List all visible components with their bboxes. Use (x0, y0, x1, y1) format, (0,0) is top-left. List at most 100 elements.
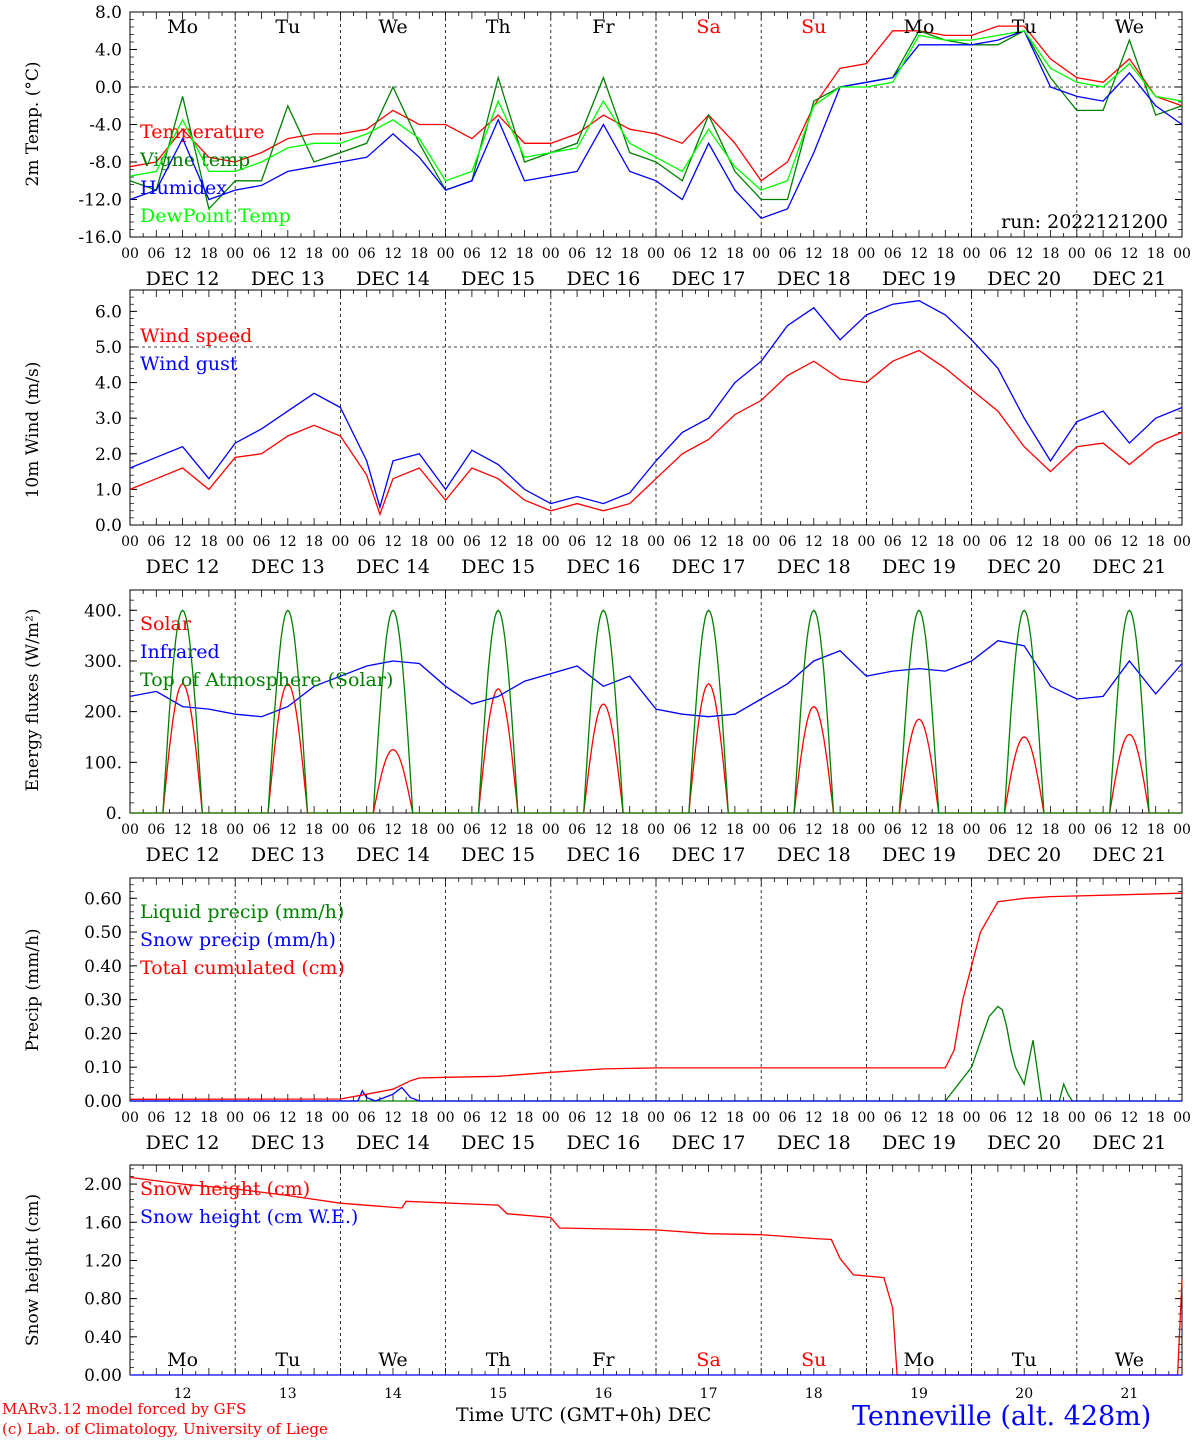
y-tick-label: -4.0 (89, 116, 122, 136)
weekday-label: We (1115, 16, 1144, 38)
y-axis-label: 2m Temp. (°C) (23, 61, 43, 186)
date-label: DEC 13 (251, 844, 325, 866)
series-line (129, 349, 1183, 517)
legend-entry: DewPoint Temp (140, 205, 291, 227)
y-tick-label: 2.0 (95, 445, 122, 465)
x-hour-label: 00 (226, 822, 244, 838)
date-label: DEC 17 (672, 556, 746, 578)
x-hour-label: 12 (594, 534, 612, 550)
x-hour-label: 00 (963, 246, 981, 262)
legend-entry: Vigne temp (139, 149, 250, 171)
model-credit: MARv3.12 model forced by GFS (2, 1400, 247, 1418)
y-tick-label: 0. (106, 804, 122, 824)
legend-entry: Wind gust (140, 353, 238, 375)
x-hour-label: 12 (594, 246, 612, 262)
legend-entry: Total cumulated (cm) (140, 957, 345, 979)
x-hour-label: 00 (963, 822, 981, 838)
x-hour-label: 12 (700, 534, 718, 550)
x-hour-label: 06 (568, 1110, 586, 1126)
x-hour-label: 18 (516, 822, 534, 838)
legend-entry: Snow precip (mm/h) (140, 929, 336, 951)
x-hour-label: 00 (121, 822, 139, 838)
x-hour-label: 12 (174, 246, 192, 262)
x-hour-label: 00 (331, 246, 349, 262)
x-hour-label: 00 (752, 246, 770, 262)
x-hour-label: 18 (410, 1110, 428, 1126)
series-line (129, 640, 1183, 718)
x-hour-label: 06 (253, 534, 271, 550)
weekday-label: We (378, 1349, 407, 1371)
x-hour-label: 00 (752, 1110, 770, 1126)
series-line (130, 1005, 1182, 1102)
date-label: DEC 18 (777, 844, 851, 866)
x-hour-label: 00 (1068, 1110, 1086, 1126)
x-hour-label: 12 (174, 534, 192, 550)
x-hour-label: 12 (279, 822, 297, 838)
x-hour-label: 18 (831, 822, 849, 838)
weekday-label: Th (486, 16, 511, 38)
x-hour-label: 00 (331, 822, 349, 838)
x-hour-label: 12 (910, 246, 928, 262)
x-hour-label: 18 (1042, 534, 1060, 550)
x-hour-label: 18 (1147, 1110, 1165, 1126)
date-label: DEC 19 (882, 1132, 956, 1154)
x-hour-label: 06 (463, 534, 481, 550)
x-hour-label: 18 (1042, 1110, 1060, 1126)
x-hour-label: 18 (936, 822, 954, 838)
x-hour-label: 06 (1094, 822, 1112, 838)
date-label: DEC 12 (146, 1132, 220, 1154)
x-hour-label: 00 (331, 534, 349, 550)
y-tick-label: -16.0 (78, 228, 122, 248)
date-label: DEC 17 (672, 844, 746, 866)
x-hour-label: 18 (621, 534, 639, 550)
y-tick-label: 300. (84, 652, 122, 672)
x-hour-label: 12 (384, 1110, 402, 1126)
y-axis-label: Snow height (cm) (23, 1194, 43, 1346)
x-hour-label: 06 (779, 822, 797, 838)
day-number: 20 (1015, 1386, 1033, 1402)
x-hour-label: 06 (253, 822, 271, 838)
date-label: DEC 12 (146, 556, 220, 578)
date-label: DEC 21 (1092, 268, 1166, 290)
y-axis-label: 10m Wind (m/s) (23, 362, 43, 499)
x-hour-label: 18 (621, 822, 639, 838)
y-tick-label: 0.10 (84, 1058, 122, 1078)
x-hour-label: 00 (963, 534, 981, 550)
date-label: DEC 18 (777, 268, 851, 290)
x-hour-label: 06 (989, 1110, 1007, 1126)
x-hour-label: 00 (1173, 246, 1191, 262)
legend-entry: Solar (140, 613, 192, 635)
x-hour-label: 00 (542, 246, 560, 262)
date-label: DEC 18 (777, 1132, 851, 1154)
y-tick-label: 0.20 (84, 1024, 122, 1044)
date-label: DEC 19 (882, 268, 956, 290)
x-hour-label: 00 (752, 822, 770, 838)
x-hour-label: 06 (884, 246, 902, 262)
day-number: 19 (910, 1386, 928, 1402)
y-tick-label: 0.00 (84, 1366, 122, 1386)
x-hour-label: 00 (437, 534, 455, 550)
x-hour-label: 06 (463, 246, 481, 262)
y-tick-label: 3.0 (95, 409, 122, 429)
x-hour-label: 18 (1042, 246, 1060, 262)
date-label: DEC 13 (251, 268, 325, 290)
weekday-label: Mo (904, 1349, 935, 1371)
x-axis-title: Time UTC (GMT+0h) DEC (456, 1404, 712, 1426)
x-hour-label: 00 (1173, 822, 1191, 838)
x-hour-label: 18 (621, 246, 639, 262)
x-hour-label: 12 (1015, 1110, 1033, 1126)
weekday-label: Mo (904, 16, 935, 38)
legend-entry: Humidex (140, 177, 227, 199)
day-number: 13 (279, 1386, 297, 1402)
x-hour-label: 12 (700, 1110, 718, 1126)
x-hour-label: 18 (410, 246, 428, 262)
x-hour-label: 18 (831, 534, 849, 550)
x-hour-label: 06 (147, 822, 165, 838)
date-label: DEC 16 (566, 844, 640, 866)
x-hour-label: 06 (884, 534, 902, 550)
date-label: DEC 13 (251, 556, 325, 578)
x-hour-label: 06 (568, 822, 586, 838)
day-number: 18 (805, 1386, 823, 1402)
x-hour-label: 12 (174, 822, 192, 838)
date-label: DEC 20 (987, 556, 1061, 578)
